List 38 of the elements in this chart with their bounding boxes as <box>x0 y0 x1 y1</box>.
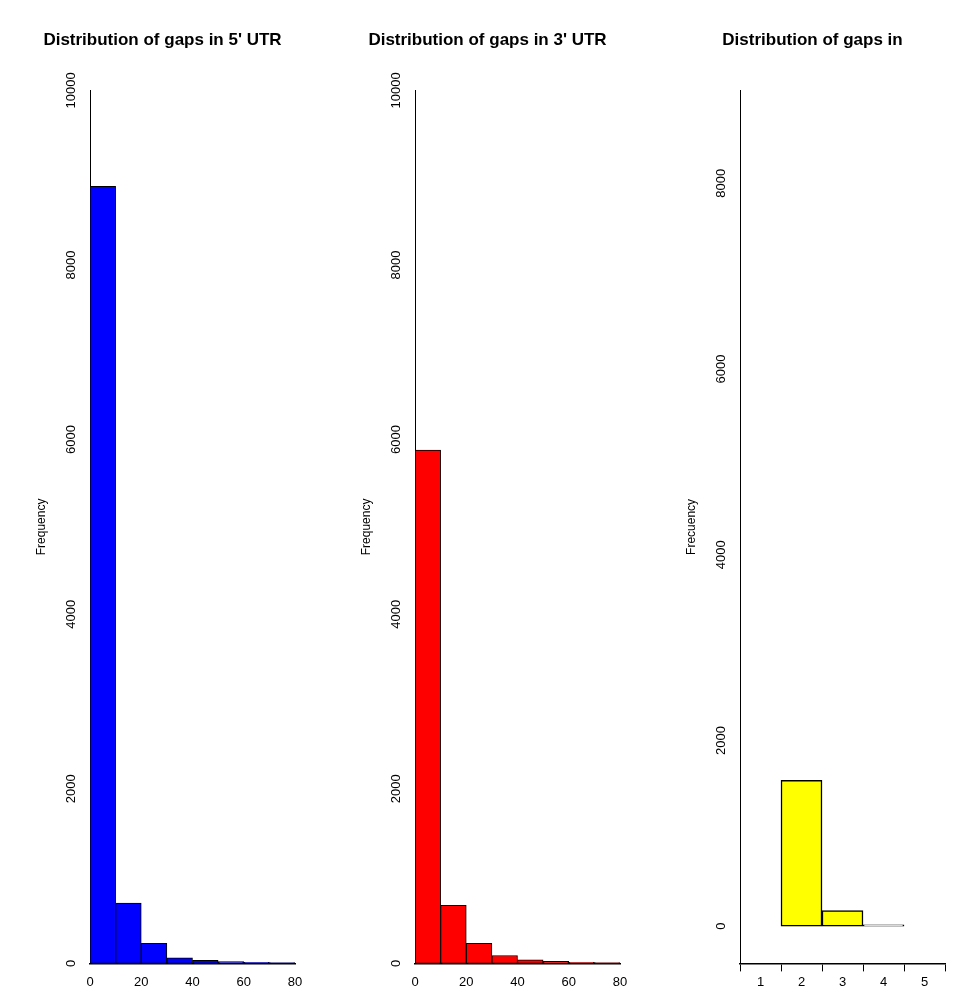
y-tick-label: 10000 <box>388 72 404 109</box>
x-tick-label: 5 <box>920 973 929 989</box>
x-tick-label: 0 <box>86 973 94 989</box>
y-axis-title: Frequency <box>33 498 48 556</box>
x-tick-label: 40 <box>510 973 525 989</box>
y-tick-label: 8000 <box>713 168 729 198</box>
y-tick-label: 10000 <box>63 72 79 109</box>
x-tick-label: 1 <box>756 973 765 989</box>
y-tick-label: 2000 <box>713 726 729 755</box>
chart-title: Distribution of gaps in 5' UTR <box>43 29 282 49</box>
y-axis-title: Frecuency <box>683 498 698 555</box>
x-tick-label: 4 <box>879 973 888 989</box>
y-axis-title: Frequency <box>358 498 373 556</box>
y-tick-label: 0 <box>388 959 404 968</box>
x-tick-label: 20 <box>459 973 474 989</box>
x-tick-label: 80 <box>287 973 303 989</box>
y-tick-label: 6000 <box>713 354 729 384</box>
x-tick-label: 20 <box>134 973 149 989</box>
chart-title: Distribution of gaps in <box>722 29 903 49</box>
y-tick-label: 6000 <box>63 425 79 455</box>
y-tick-label: 4000 <box>388 599 404 629</box>
chart-title: Distribution of gaps in 3' UTR <box>368 29 607 49</box>
x-tick-label: 80 <box>612 973 628 989</box>
y-tick-label: 8000 <box>63 250 79 280</box>
y-tick-label: 2000 <box>63 774 79 804</box>
y-tick-label: 0 <box>713 922 729 930</box>
y-tick-label: 0 <box>63 959 79 968</box>
x-tick-label: 60 <box>561 973 576 989</box>
x-tick-label: 40 <box>185 973 200 989</box>
x-tick-label: 0 <box>411 973 419 989</box>
y-tick-label: 6000 <box>388 425 404 455</box>
y-tick-label: 8000 <box>388 250 404 280</box>
y-tick-label: 2000 <box>388 774 404 804</box>
x-tick-label: 60 <box>236 973 251 989</box>
x-tick-label: 2 <box>797 973 806 989</box>
y-tick-label: 4000 <box>63 599 79 629</box>
y-tick-label: 4000 <box>713 540 729 570</box>
x-tick-label: 3 <box>838 973 847 989</box>
